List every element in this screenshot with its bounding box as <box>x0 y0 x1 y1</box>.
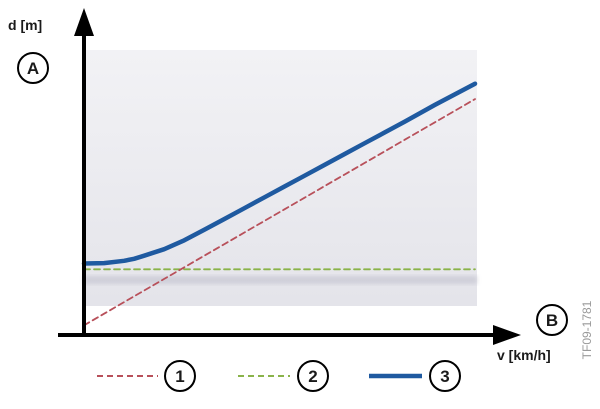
x-axis-arrowhead <box>493 325 521 345</box>
band-shading <box>84 276 477 284</box>
legend-label-1: 1 <box>175 367 184 386</box>
y-axis-label: d [m] <box>8 17 42 33</box>
legend-label-2: 2 <box>308 367 317 386</box>
x-axis-label: v [km/h] <box>497 347 551 363</box>
marker-a-label: A <box>27 59 39 78</box>
plot-background <box>84 50 477 306</box>
y-axis-arrowhead <box>74 8 94 36</box>
marker-b-label: B <box>546 311 558 330</box>
legend: 1 2 3 <box>97 361 460 391</box>
marker-a: A <box>18 53 48 83</box>
legend-label-3: 3 <box>440 367 449 386</box>
figure-code: TF09-1781 <box>580 300 594 359</box>
marker-b: B <box>537 305 567 335</box>
